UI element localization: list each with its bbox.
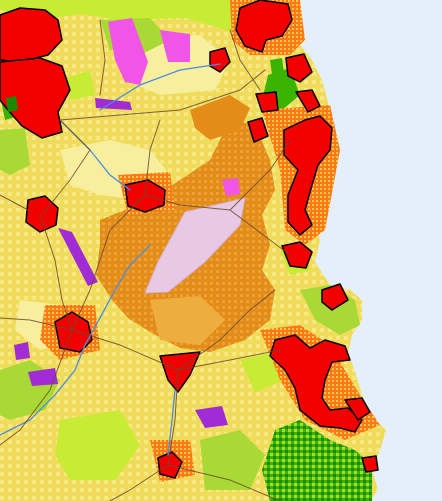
road <box>0 194 29 211</box>
river <box>99 63 221 111</box>
forest-zone[interactable] <box>262 420 372 501</box>
urban-area[interactable] <box>209 47 231 73</box>
grassland-zone[interactable] <box>55 410 140 480</box>
grassland-zone[interactable] <box>0 0 290 45</box>
river <box>167 389 176 456</box>
forest-zone <box>6 96 18 112</box>
industrial-zone[interactable] <box>160 30 190 62</box>
urban-area[interactable] <box>269 334 363 433</box>
road <box>177 289 276 371</box>
airport-zone[interactable] <box>144 197 246 294</box>
roads <box>0 19 291 501</box>
road <box>229 139 291 211</box>
urban-area[interactable] <box>124 179 166 213</box>
urban-area[interactable] <box>0 57 71 139</box>
industrial-zone[interactable] <box>222 178 240 196</box>
grassland-zone[interactable] <box>0 128 30 175</box>
urban-area[interactable] <box>255 91 279 113</box>
industrial-zone[interactable] <box>28 368 58 386</box>
road <box>167 369 179 466</box>
mixed-agricultural-zone[interactable] <box>150 296 225 345</box>
urban-area[interactable] <box>344 397 371 421</box>
urban-area[interactable] <box>281 241 313 269</box>
road <box>144 194 291 256</box>
industrial-zone[interactable] <box>108 18 148 85</box>
road <box>41 119 91 216</box>
industrial-zone[interactable] <box>14 342 30 360</box>
road <box>0 329 73 446</box>
urban-area[interactable] <box>54 311 93 353</box>
urban-area[interactable] <box>361 455 379 473</box>
urban-area[interactable] <box>321 283 349 311</box>
road <box>71 329 179 371</box>
urban-area[interactable] <box>283 115 333 236</box>
urban-area[interactable] <box>235 0 293 53</box>
road <box>229 29 261 91</box>
road <box>109 464 169 501</box>
road <box>177 349 281 371</box>
road <box>99 19 106 96</box>
industrial-zone[interactable] <box>195 406 228 428</box>
forest-zone <box>270 58 284 74</box>
urban-area[interactable] <box>285 53 313 83</box>
road <box>59 69 266 121</box>
urban-area[interactable] <box>295 89 321 113</box>
road <box>71 194 146 331</box>
road <box>39 214 73 331</box>
urban-area[interactable] <box>247 117 269 143</box>
mixed-agricultural-zone[interactable] <box>190 95 250 140</box>
road <box>167 464 281 501</box>
industrial-zone[interactable] <box>58 228 98 286</box>
road <box>144 119 161 196</box>
river <box>0 244 151 436</box>
grassland-zone[interactable] <box>200 430 265 490</box>
road <box>0 317 73 331</box>
